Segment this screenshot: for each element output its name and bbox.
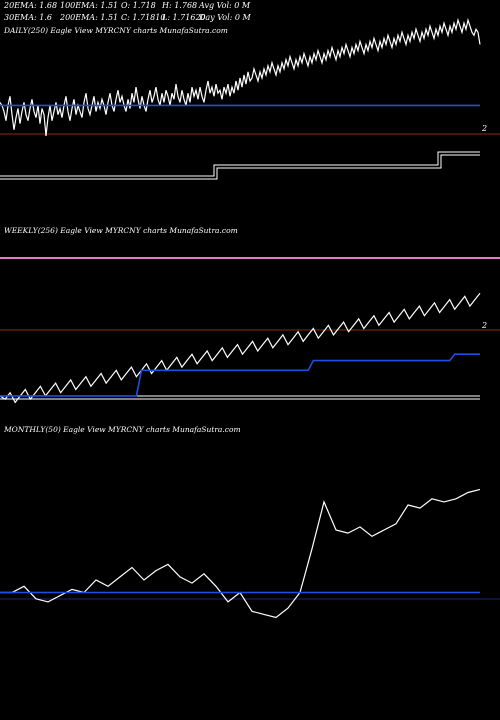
header-low: L: 1.71620 xyxy=(161,13,206,22)
monthly-panel-title: MONTHLY(50) Eagle View MYRCNY charts Mun… xyxy=(3,425,241,434)
header-high: H: 1.768 xyxy=(161,1,197,10)
daily-series-0-line xyxy=(0,17,481,136)
header-30ema: 30EMA: 1.6 xyxy=(4,13,52,22)
header-avg-vol: Avg Vol: 0 M xyxy=(198,1,251,10)
daily-indicator-line-lower xyxy=(0,154,480,180)
daily-indicator-line-upper xyxy=(0,151,480,177)
header-day-vol: Day Vol: 0 M xyxy=(198,13,252,22)
header-200ema: 200EMA: 1.51 xyxy=(59,13,118,22)
weekly-level-label: 2 xyxy=(481,321,487,330)
header-open: O: 1.718 xyxy=(121,1,156,10)
weekly-panel-title: WEEKLY(256) Eagle View MYRCNY charts Mun… xyxy=(4,226,238,235)
daily-level-label: 2 xyxy=(481,124,487,133)
indicator-header: 20EMA: 1.68 100EMA: 1.51 O: 1.718 H: 1.7… xyxy=(3,1,252,22)
weekly-series-1-line xyxy=(0,353,480,397)
header-close: C: 1.71810 xyxy=(121,13,165,22)
daily-panel-title: DAILY(250) Eagle View MYRCNY charts Muna… xyxy=(3,26,228,35)
series-layer xyxy=(0,17,481,619)
header-100ema: 100EMA: 1.51 xyxy=(60,1,118,10)
header-20ema: 20EMA: 1.68 xyxy=(3,1,57,10)
weekly-series-0-line xyxy=(0,292,481,404)
